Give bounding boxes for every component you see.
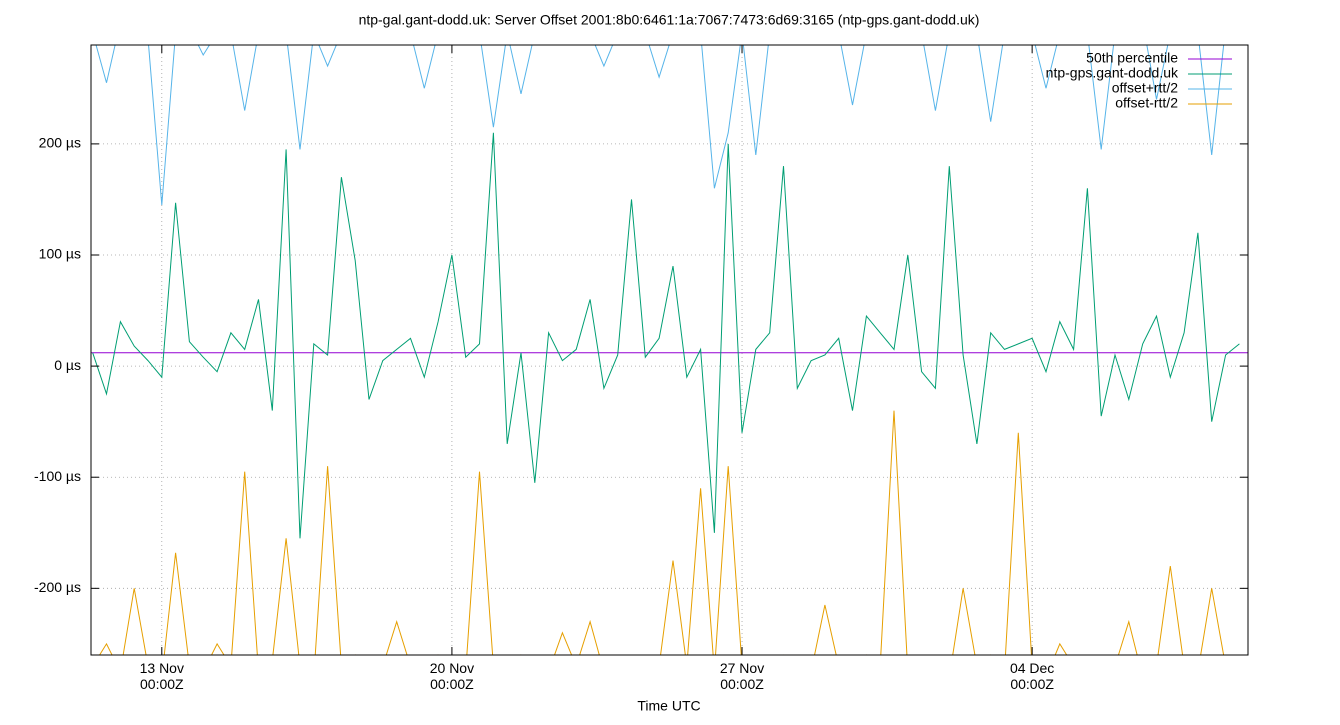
y-tick-label: -200 µs: [34, 579, 81, 595]
legend-label: 50th percentile: [1086, 50, 1178, 66]
chart-title: ntp-gal.gant-dodd.uk: Server Offset 2001…: [359, 12, 980, 28]
series-line: [92, 132, 1240, 539]
x-tick-label: 20 Nov 00:00Z: [430, 660, 474, 692]
legend-label: offset-rtt/2: [1115, 95, 1178, 111]
x-tick-label: 13 Nov 00:00Z: [140, 660, 184, 692]
series-line: [95, 45, 1225, 206]
plot-area: [91, 45, 1248, 655]
x-axis-label: Time UTC: [637, 698, 700, 714]
series-line: [99, 410, 1225, 655]
y-tick-label: 200 µs: [39, 135, 81, 151]
legend: 50th percentilentp-gps.gant-dodd.ukoffse…: [1046, 50, 1232, 111]
legend-label: ntp-gps.gant-dodd.uk: [1046, 65, 1179, 81]
y-tick-label: 0 µs: [54, 357, 81, 373]
y-tick-label: -100 µs: [34, 468, 81, 484]
legend-label: offset+rtt/2: [1112, 80, 1178, 96]
y-tick-label: 100 µs: [39, 246, 81, 262]
x-tick-label: 27 Nov 00:00Z: [720, 660, 764, 692]
axes: -200 µs -100 µs 0 µs 100 µs 200 µs 13 Nov 00:0…: [34, 45, 1248, 692]
plot-border: [90, 44, 1249, 656]
x-tick-label: 04 Dec 00:00Z: [1010, 660, 1054, 692]
grid: [91, 45, 1248, 655]
